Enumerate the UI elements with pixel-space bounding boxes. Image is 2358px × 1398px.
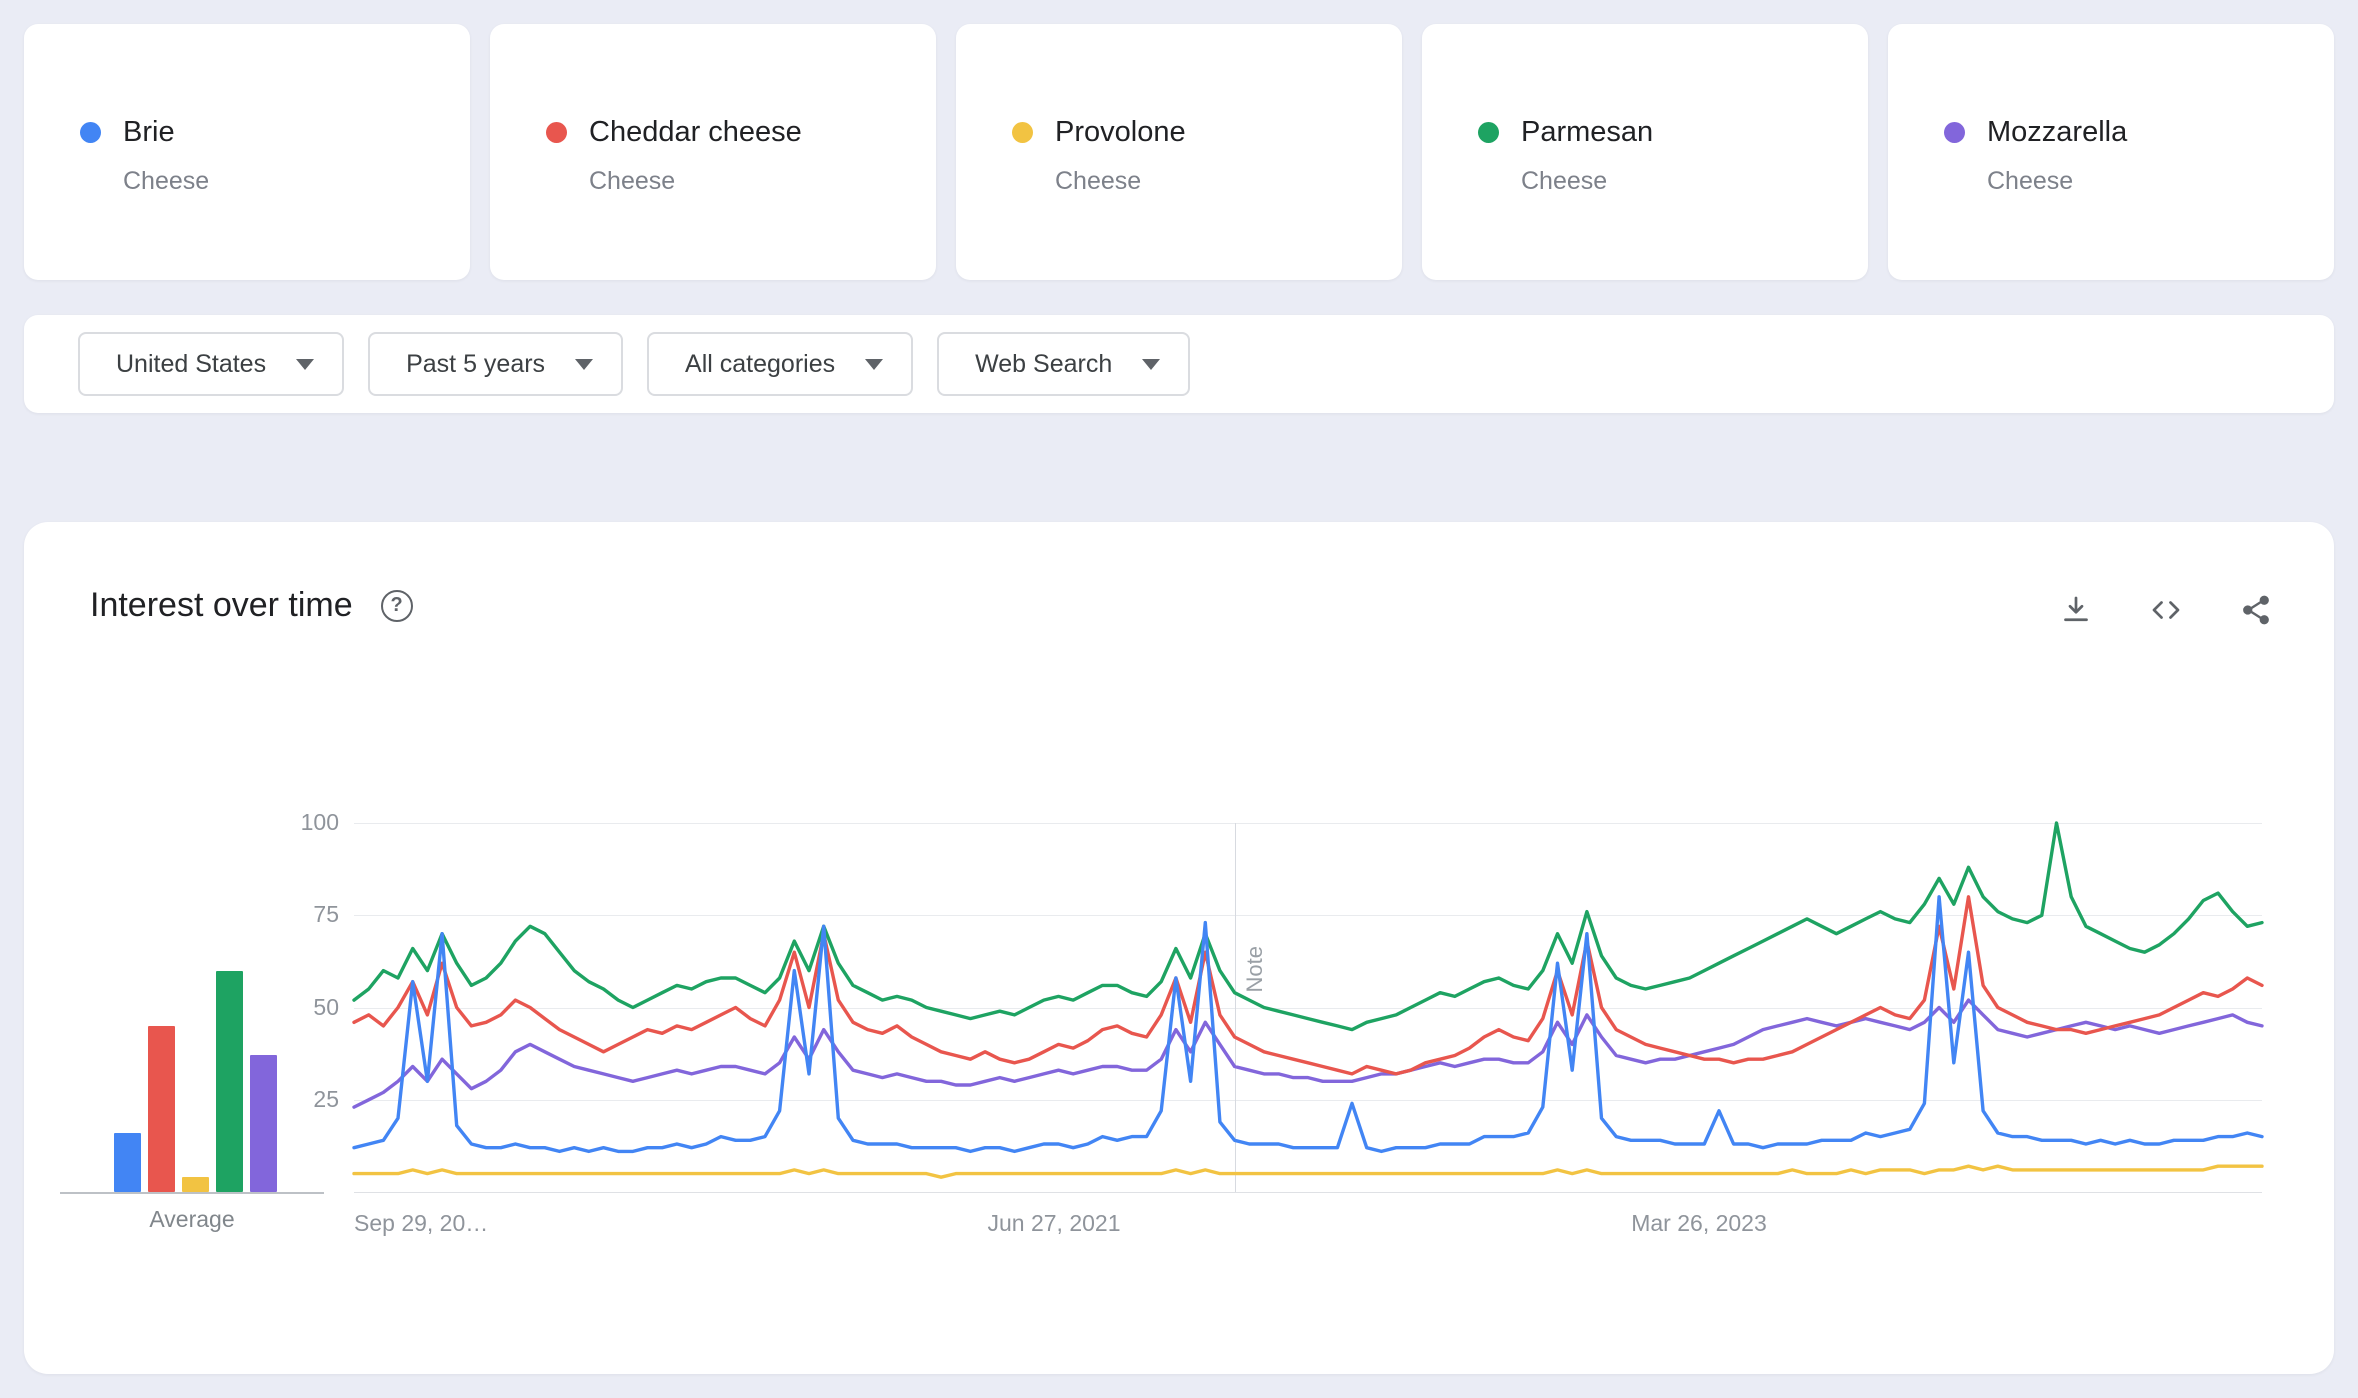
x-tick-mid: Jun 27, 2021 [987,1210,1121,1236]
average-label: Average [149,1206,235,1232]
average-bar-mozzarella [249,1055,277,1192]
term-head: Mozzarella [1944,116,2314,149]
series-color-dot-icon [1478,122,1499,143]
term-head: Provolone [1012,116,1382,149]
term-title: Provolone [1055,116,1186,148]
term-subtitle: Cheese [1521,167,1608,195]
gridline-50 [354,1008,2262,1009]
share-icon[interactable] [2238,592,2274,628]
interest-over-time-line-chart [352,821,2264,1179]
panel-header: Interest over time ? [90,586,413,625]
term-subtitle: Cheese [123,167,210,195]
term-card-brie[interactable]: Brie Cheese [24,24,470,280]
series-color-dot-icon [80,122,101,143]
panel-actions [2058,592,2274,628]
average-bar-provolone [181,1177,209,1192]
region-filter-dropdown[interactable]: United States [78,332,345,396]
average-bar-parmesan [215,970,243,1192]
series-line-mozzarella [352,998,2264,1109]
category-filter-label: All categories [685,349,836,378]
term-head: Parmesan [1478,116,1848,149]
term-title: Parmesan [1521,116,1654,148]
series-line-brie [352,895,2264,1154]
note-marker-line [1235,823,1236,1192]
term-title: Cheddar cheese [589,116,802,148]
series-color-dot-icon [546,122,567,143]
gridline-100 [354,823,2262,824]
panel-title: Interest over time [90,586,353,624]
x-tick-late: Mar 26, 2023 [1631,1210,1767,1236]
y-tick-25: 25 [313,1086,339,1112]
term-subtitle: Cheese [1987,167,2074,195]
series-color-dot-icon [1012,122,1033,143]
gridline-25 [354,1100,2262,1101]
average-bar-chart [80,823,310,1192]
y-tick-75: 75 [313,901,339,927]
average-bar-brie [113,1132,141,1192]
term-card-cheddar[interactable]: Cheddar cheese Cheese [490,24,936,280]
filters-bar: United States Past 5 years All categorie… [24,315,2334,413]
series-line-provolone [352,1164,2264,1179]
x-axis-line [354,1192,2262,1193]
term-title: Brie [123,116,175,148]
search-terms-row: Brie Cheese Cheddar cheese Cheese Provol… [24,24,2334,280]
download-icon[interactable] [2058,592,2094,628]
chevron-down-icon [865,358,884,370]
x-tick-start: Sep 29, 20… [354,1210,489,1236]
search-type-filter-label: Web Search [975,349,1113,378]
time-range-filter-dropdown[interactable]: Past 5 years [368,332,624,396]
embed-code-icon[interactable] [2148,592,2184,628]
term-card-provolone[interactable]: Provolone Cheese [956,24,1402,280]
chevron-down-icon [1142,358,1161,370]
term-card-parmesan[interactable]: Parmesan Cheese [1422,24,1868,280]
term-subtitle: Cheese [1055,167,1142,195]
term-head: Brie [80,116,450,149]
y-tick-100: 100 [300,809,339,835]
average-axis-line [60,1192,324,1194]
time-range-filter-label: Past 5 years [406,349,546,378]
help-icon[interactable]: ? [380,589,413,622]
term-subtitle: Cheese [589,167,676,195]
help-glyph: ? [390,594,403,616]
search-type-filter-dropdown[interactable]: Web Search [937,332,1191,396]
chevron-down-icon [296,358,315,370]
series-line-parmesan [352,821,2264,1032]
interest-over-time-panel: Interest over time ? Average 100 75 [24,522,2334,1374]
term-card-mozzarella[interactable]: Mozzarella Cheese [1888,24,2334,280]
series-color-dot-icon [1944,122,1965,143]
y-tick-50: 50 [313,994,339,1020]
term-head: Cheddar cheese [546,116,916,149]
region-filter-label: United States [116,349,267,378]
chevron-down-icon [575,358,594,370]
gridline-75 [354,915,2262,916]
average-bar-cheddar [147,1025,175,1192]
category-filter-dropdown[interactable]: All categories [647,332,914,396]
term-title: Mozzarella [1987,116,2128,148]
